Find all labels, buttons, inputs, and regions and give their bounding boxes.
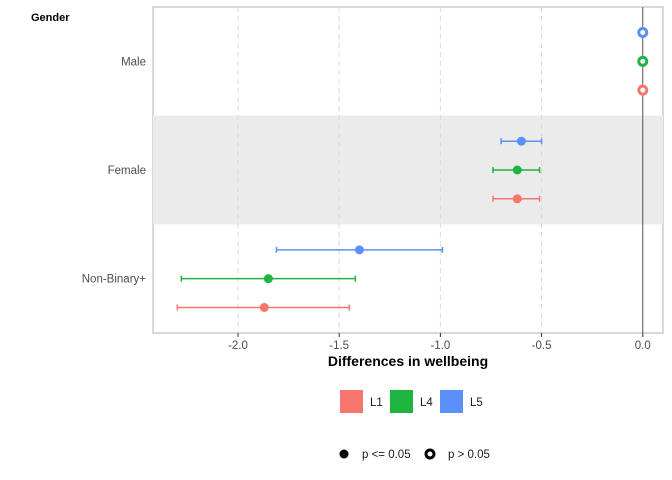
- legend-swatch: [390, 390, 413, 413]
- x-tick-label: -2.0: [228, 340, 248, 352]
- legend-label: p > 0.05: [448, 449, 490, 461]
- x-axis-ticks: -2.0 -1.5 -1.0 -0.5 0.0: [228, 333, 651, 352]
- legend-label: L5: [470, 397, 483, 409]
- legend-symbol: [424, 448, 436, 460]
- data-point: [637, 55, 649, 67]
- x-axis-title: Differences in wellbeing: [328, 353, 488, 369]
- data-point: [354, 245, 364, 255]
- y-tick-label: Male: [121, 56, 146, 68]
- legend-swatch: [440, 390, 463, 413]
- y-tick-label: Non-Binary+: [82, 274, 147, 286]
- category-band-shade: [153, 115, 663, 225]
- data-point: [637, 84, 649, 96]
- facet-title: Gender: [31, 12, 70, 24]
- legend-label: p <= 0.05: [362, 449, 411, 461]
- legend-symbol: [339, 449, 349, 459]
- data-point: [512, 194, 522, 204]
- legend-swatch: [340, 390, 363, 413]
- legend-colors: L1 L4 L5: [340, 390, 483, 413]
- data-point: [637, 27, 649, 39]
- data-point: [512, 165, 522, 175]
- legend-label: L1: [370, 397, 383, 409]
- x-tick-label: -1.0: [430, 340, 450, 352]
- x-tick-label: -0.5: [532, 340, 552, 352]
- data-point: [263, 274, 273, 284]
- legend-shapes: p <= 0.05 p > 0.05: [339, 448, 490, 461]
- data-point: [259, 302, 269, 312]
- x-tick-label: -1.5: [329, 340, 349, 352]
- data-marks: [176, 27, 649, 312]
- y-axis-labels: Male Female Non-Binary+: [82, 56, 147, 285]
- y-tick-label: Female: [108, 165, 146, 177]
- legend-label: L4: [420, 397, 433, 409]
- x-tick-label: 0.0: [635, 340, 651, 352]
- data-point: [516, 136, 526, 146]
